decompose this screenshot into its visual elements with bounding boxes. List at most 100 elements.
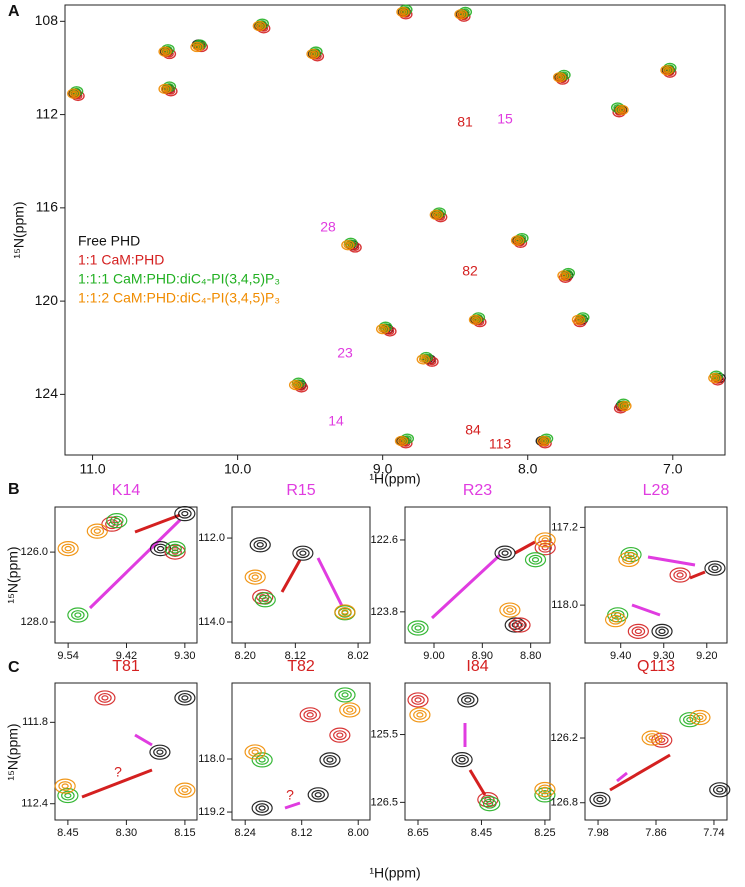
x-tick-label: 8.90 xyxy=(472,650,493,662)
peak xyxy=(451,752,473,768)
peak xyxy=(407,692,429,708)
peak xyxy=(164,541,186,557)
connector xyxy=(514,540,536,555)
x-tick-label: 7.86 xyxy=(645,827,666,839)
subplot-title: R15 xyxy=(286,482,315,499)
y-tick-label: 126.8 xyxy=(550,797,578,809)
x-tick-label: 9.0 xyxy=(373,461,393,477)
peak xyxy=(468,314,483,325)
annotation: 81 xyxy=(457,114,473,130)
peak xyxy=(524,552,547,568)
peak xyxy=(407,620,429,636)
peak xyxy=(607,607,629,623)
peak xyxy=(627,623,649,639)
peak xyxy=(618,400,632,412)
peak xyxy=(249,537,271,553)
annotation: ? xyxy=(286,787,294,803)
plot-frame xyxy=(404,682,551,821)
x-tick-label: 9.54 xyxy=(57,650,78,662)
peak xyxy=(534,781,556,798)
peak xyxy=(669,567,691,583)
y-axis-label: ¹⁵N(ppm) xyxy=(11,201,27,258)
y-tick-label: 112 xyxy=(36,105,59,121)
y-tick-label: 126.5 xyxy=(370,796,398,808)
x-tick-label: 8.12 xyxy=(285,650,306,662)
subplot-title: Q113 xyxy=(637,658,675,675)
connector xyxy=(284,801,301,810)
peak xyxy=(67,88,81,99)
annotation: 14 xyxy=(328,413,344,429)
peak xyxy=(457,692,479,708)
peak xyxy=(244,569,266,585)
y-tick-label: 112.0 xyxy=(198,532,225,544)
panel-label: A xyxy=(8,3,20,20)
subplot-title: T82 xyxy=(287,658,315,675)
y-tick-label: 120 xyxy=(35,292,59,308)
y-axis-label: ¹⁵N(ppm) xyxy=(5,723,21,780)
annotation: 84 xyxy=(465,422,481,438)
peak xyxy=(416,354,430,365)
peak xyxy=(174,782,196,798)
plot-frame xyxy=(54,506,198,644)
x-tick-label: 9.30 xyxy=(174,650,195,662)
connector xyxy=(88,518,182,610)
peak xyxy=(589,791,611,808)
peak xyxy=(494,545,516,561)
peak xyxy=(479,796,501,812)
subplot-title: T81 xyxy=(112,658,140,675)
x-tick-label: 10.0 xyxy=(224,461,251,477)
peak xyxy=(499,602,521,618)
peak xyxy=(306,48,320,60)
peak xyxy=(557,270,571,281)
peak xyxy=(504,617,526,633)
connector xyxy=(616,771,628,783)
peak xyxy=(57,541,79,557)
x-tick-label: 8.45 xyxy=(57,827,78,839)
connector xyxy=(609,753,671,792)
x-axis-label: ¹H(ppm) xyxy=(369,471,420,487)
peak xyxy=(704,560,726,576)
x-tick-label: 8.20 xyxy=(234,650,255,662)
connector xyxy=(81,768,153,799)
y-tick-label: 112.4 xyxy=(21,798,48,810)
peak xyxy=(615,104,629,116)
peak xyxy=(174,690,196,706)
plot-frame xyxy=(64,4,726,456)
peak xyxy=(251,800,273,816)
peak xyxy=(709,782,731,798)
y-tick-label: 126.0 xyxy=(20,546,48,558)
x-tick-label: 8.30 xyxy=(116,827,137,839)
annotation: 113 xyxy=(489,436,512,452)
x-tick-label: 8.0 xyxy=(518,461,538,477)
peak xyxy=(509,617,531,633)
peak xyxy=(94,690,116,706)
x-tick-label: 8.65 xyxy=(407,827,428,839)
y-tick-label: 124 xyxy=(35,385,59,401)
x-tick-label: 9.20 xyxy=(696,650,717,662)
peak xyxy=(164,544,186,560)
annotation: 82 xyxy=(462,263,478,279)
x-tick-label: 9.42 xyxy=(116,650,137,662)
peak xyxy=(319,752,341,768)
peak xyxy=(708,372,722,384)
peak xyxy=(571,314,586,325)
y-tick-label: 108 xyxy=(35,12,59,28)
x-tick-label: 8.25 xyxy=(534,827,555,839)
y-tick-label: 114.0 xyxy=(198,616,225,628)
x-tick-label: 8.12 xyxy=(291,827,312,839)
peak xyxy=(299,707,321,723)
legend-entry: 1:1 CaM:PHD xyxy=(78,252,164,268)
peak xyxy=(329,727,351,743)
x-tick-label: 8.45 xyxy=(471,827,492,839)
y-tick-label: 126.2 xyxy=(550,732,578,744)
plot-frame xyxy=(231,682,371,821)
y-tick-label: 119.2 xyxy=(198,806,225,818)
peak xyxy=(429,209,444,221)
legend-entry: 1:1:1 CaM:PHD:diC₄-PI(3,4,5)P₃ xyxy=(78,271,280,287)
panel-label: C xyxy=(8,659,20,676)
peak xyxy=(54,778,76,794)
peak xyxy=(339,702,361,718)
x-tick-label: 8.02 xyxy=(347,650,368,662)
x-axis-label: ¹H(ppm) xyxy=(369,865,420,881)
connector xyxy=(631,603,661,617)
